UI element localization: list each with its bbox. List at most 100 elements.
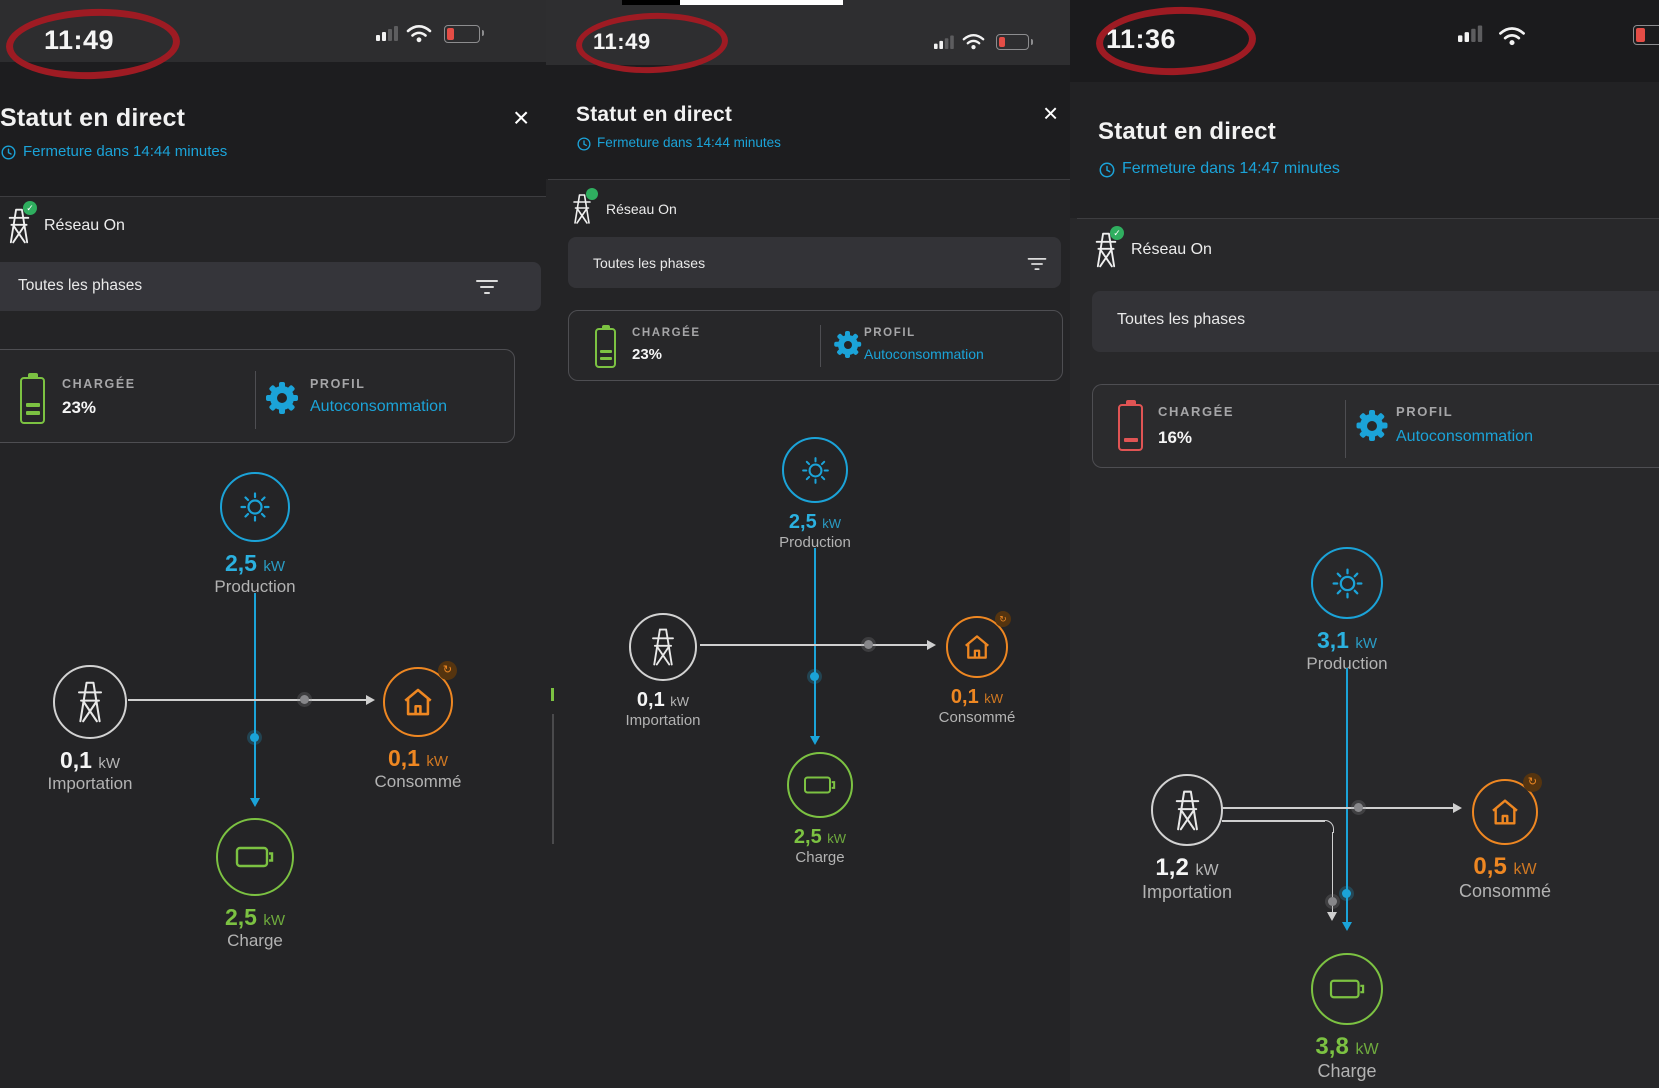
- profile-label: PROFIL: [864, 327, 916, 339]
- grid-to-battery-line-horizontal: [1222, 820, 1325, 822]
- close-button[interactable]: ×: [1043, 98, 1059, 128]
- house-icon: ↻: [946, 611, 1011, 678]
- header-bg: [546, 65, 1070, 179]
- battery-charge-label: CHARGÉE: [62, 377, 136, 391]
- production-flow-arrow: [250, 798, 260, 807]
- closing-countdown: Fermeture dans 14:44 minutes: [597, 135, 781, 150]
- profile-value: Autoconsommation: [864, 346, 984, 362]
- grid-status-label: Réseau On: [606, 201, 677, 217]
- battery-profile-card: [568, 310, 1063, 381]
- production-flow-arrow: [810, 736, 820, 745]
- import-label: Importation: [625, 712, 701, 729]
- production-label: Production: [779, 534, 851, 551]
- battery-status-icon: [996, 34, 1033, 50]
- statusbar-bg: [546, 0, 1070, 65]
- page-title: Statut en direct: [0, 104, 186, 132]
- battery-charge-percent: 23%: [62, 398, 97, 417]
- grid-tower-icon: [8, 208, 30, 244]
- top-edge-white-strip: [680, 0, 843, 5]
- phase-filter-row[interactable]: [1092, 291, 1659, 352]
- production-flow-dot: [810, 672, 819, 681]
- sync-badge-icon: ↻: [1523, 773, 1542, 792]
- production-node: 2,5 kW Production: [175, 472, 335, 597]
- grid-online-check-icon: [586, 188, 598, 200]
- production-label: Production: [214, 577, 296, 596]
- grid-status-label: Réseau On: [44, 217, 125, 234]
- page-title: Statut en direct: [1098, 118, 1276, 145]
- house-icon: ↻: [1472, 773, 1542, 845]
- grid-tower-icon: [1151, 774, 1223, 846]
- charge-label: Charge: [1317, 1061, 1377, 1081]
- import-unit: kW: [98, 755, 121, 772]
- filter-icon[interactable]: [476, 278, 498, 296]
- wifi-icon: [406, 25, 432, 43]
- sync-badge-icon: ↻: [995, 611, 1011, 627]
- production-unit: kW: [263, 558, 286, 575]
- wifi-icon: [1499, 27, 1525, 46]
- sun-icon: [220, 472, 290, 542]
- grid-to-battery-line-vertical: [1331, 832, 1334, 912]
- statusbar-bg: [1070, 0, 1659, 82]
- consumed-unit: kW: [426, 753, 449, 770]
- production-value: 2,5: [224, 550, 257, 576]
- screenshot-seam-artifact: [552, 714, 554, 844]
- charge-node: 2,5 kW Charge: [740, 752, 900, 866]
- closing-countdown: Fermeture dans 14:44 minutes: [23, 143, 228, 160]
- production-node: 2,5 kW Production: [735, 437, 895, 551]
- production-flow-dot: [1342, 889, 1351, 898]
- charge-node: 2,5 kW Charge: [175, 818, 335, 951]
- production-flow-dot: [250, 733, 259, 742]
- card-divider: [255, 371, 256, 429]
- charge-value: 3,8: [1315, 1033, 1349, 1060]
- consumed-value: 0,1: [387, 745, 420, 771]
- battery-icon: [787, 752, 853, 818]
- filter-icon[interactable]: [1027, 256, 1047, 271]
- sync-badge-icon: ↻: [438, 661, 457, 680]
- grid-to-battery-arrow: [1327, 912, 1337, 921]
- charge-unit: kW: [263, 912, 286, 929]
- phase-filter-value: Toutes les phases: [18, 277, 143, 294]
- phase-filter-row[interactable]: [0, 262, 541, 311]
- cellular-signal-icon: [934, 35, 954, 49]
- production-label: Production: [1306, 654, 1388, 673]
- status-time: 11:49: [44, 25, 115, 55]
- production-value: 3,1: [1316, 627, 1349, 653]
- grid-online-check-icon: ✓: [23, 201, 37, 215]
- battery-icon: [216, 818, 294, 896]
- import-flow-arrow: [1453, 803, 1462, 813]
- consumption-node: ↻ 0,5 kW Consommé: [1425, 773, 1585, 902]
- charge-value: 2,5: [224, 904, 257, 930]
- grid-tower-icon: [629, 613, 697, 681]
- header-divider: [548, 179, 1070, 180]
- battery-profile-card: [1092, 384, 1659, 468]
- import-flow-dot: [864, 640, 873, 649]
- consumed-label: Consommé: [1458, 881, 1552, 901]
- statusbar-bg: [0, 0, 546, 62]
- production-node: 3,1 kW Production: [1267, 547, 1427, 674]
- import-flow-arrow: [927, 640, 936, 650]
- import-value: 1,2: [1155, 854, 1189, 881]
- cellular-signal-icon: [376, 26, 398, 41]
- phase-filter-row[interactable]: [568, 237, 1061, 288]
- battery-status-icon: [444, 25, 484, 43]
- charge-node: 3,8 kW Charge: [1267, 953, 1427, 1082]
- phase-filter-value: Toutes les phases: [1117, 311, 1246, 328]
- consumed-value: 0,5: [1473, 853, 1507, 880]
- close-button[interactable]: ×: [513, 102, 530, 133]
- phase-filter-value: Toutes les phases: [593, 255, 706, 271]
- content-bg: [0, 196, 546, 1088]
- import-flow-line: [1222, 807, 1454, 809]
- clock-icon: [1099, 162, 1115, 178]
- battery-charge-percent: 23%: [632, 346, 663, 363]
- grid-tower-icon: [53, 665, 127, 739]
- house-icon: ↻: [383, 661, 457, 737]
- consumption-node: ↻ 0,1 kW Consommé: [338, 661, 498, 792]
- production-flow-line: [814, 548, 816, 736]
- top-edge-black-strip: [622, 0, 680, 5]
- header-bg: [1070, 82, 1659, 218]
- card-divider: [820, 325, 821, 367]
- consumption-node: ↻ 0,1 kW Consommé: [897, 611, 1057, 726]
- grid-tower-icon: [1095, 232, 1117, 268]
- consumed-label: Consommé: [374, 772, 462, 791]
